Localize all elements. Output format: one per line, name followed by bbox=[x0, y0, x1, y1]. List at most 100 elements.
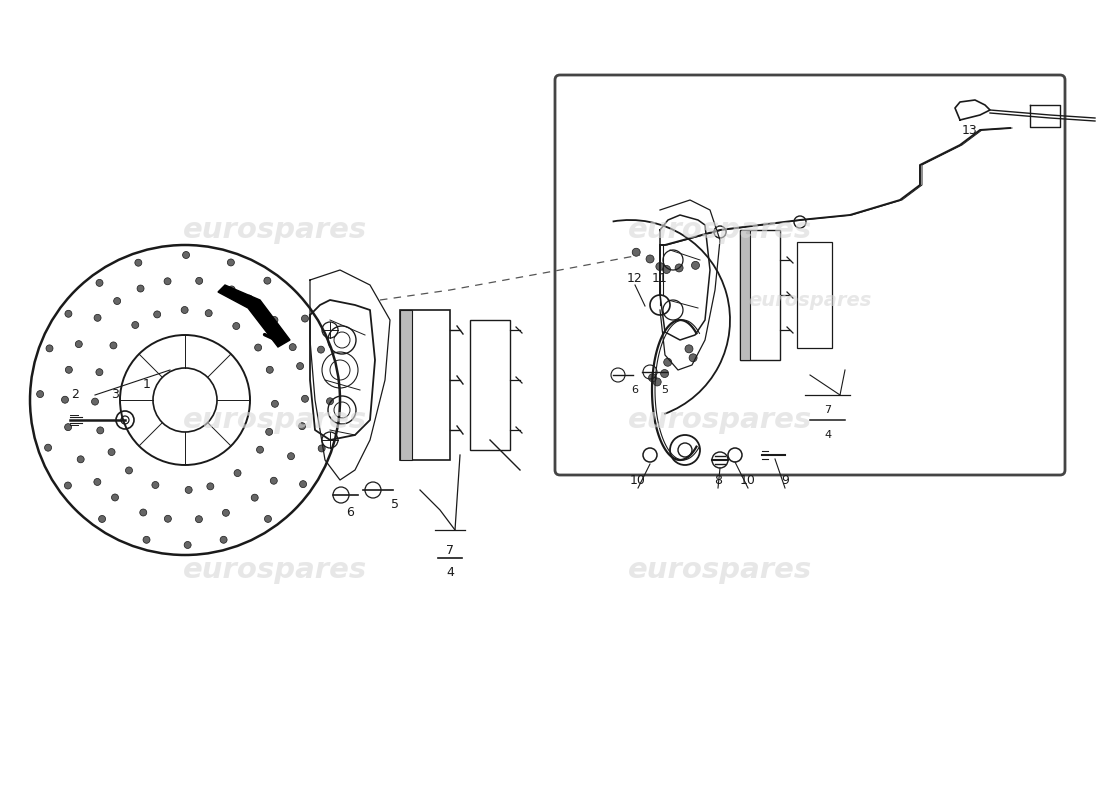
Circle shape bbox=[689, 354, 697, 362]
Circle shape bbox=[36, 390, 44, 398]
Text: eurospares: eurospares bbox=[183, 216, 367, 244]
Circle shape bbox=[264, 515, 272, 522]
Circle shape bbox=[327, 398, 333, 405]
Circle shape bbox=[266, 366, 273, 374]
Circle shape bbox=[663, 358, 672, 366]
Circle shape bbox=[228, 259, 234, 266]
Text: 5: 5 bbox=[661, 385, 669, 395]
Circle shape bbox=[297, 362, 304, 370]
Text: 11: 11 bbox=[652, 271, 668, 285]
Circle shape bbox=[135, 259, 142, 266]
Circle shape bbox=[132, 322, 139, 329]
Circle shape bbox=[661, 370, 669, 378]
FancyBboxPatch shape bbox=[740, 230, 750, 360]
Circle shape bbox=[271, 317, 278, 323]
Circle shape bbox=[662, 266, 671, 274]
Circle shape bbox=[264, 277, 271, 284]
Text: 10: 10 bbox=[630, 474, 646, 486]
Circle shape bbox=[245, 295, 253, 302]
Circle shape bbox=[251, 494, 258, 501]
Text: 7: 7 bbox=[446, 543, 454, 557]
Circle shape bbox=[182, 306, 188, 314]
Circle shape bbox=[233, 322, 240, 330]
Text: 6: 6 bbox=[346, 506, 354, 518]
Circle shape bbox=[143, 536, 150, 543]
Circle shape bbox=[138, 285, 144, 292]
Text: 2: 2 bbox=[72, 389, 79, 402]
Text: eurospares: eurospares bbox=[628, 216, 812, 244]
Circle shape bbox=[108, 449, 115, 455]
Circle shape bbox=[206, 310, 212, 317]
Text: 1: 1 bbox=[143, 378, 151, 391]
Text: eurospares: eurospares bbox=[748, 290, 871, 310]
Circle shape bbox=[653, 378, 661, 386]
Circle shape bbox=[94, 478, 101, 486]
Circle shape bbox=[196, 278, 202, 284]
Circle shape bbox=[152, 482, 158, 489]
Circle shape bbox=[287, 453, 295, 460]
Circle shape bbox=[140, 509, 146, 516]
Polygon shape bbox=[218, 285, 290, 347]
Circle shape bbox=[97, 427, 103, 434]
Circle shape bbox=[649, 374, 657, 382]
Circle shape bbox=[318, 346, 324, 353]
Text: eurospares: eurospares bbox=[183, 556, 367, 584]
Circle shape bbox=[99, 515, 106, 522]
Text: 9: 9 bbox=[781, 474, 789, 486]
Circle shape bbox=[46, 345, 53, 352]
Circle shape bbox=[183, 251, 189, 258]
Circle shape bbox=[110, 342, 117, 349]
Circle shape bbox=[91, 398, 99, 405]
Circle shape bbox=[318, 445, 326, 452]
Text: eurospares: eurospares bbox=[628, 556, 812, 584]
Circle shape bbox=[656, 262, 664, 270]
Circle shape bbox=[254, 344, 262, 351]
Text: 6: 6 bbox=[631, 385, 638, 395]
Circle shape bbox=[220, 536, 227, 543]
Circle shape bbox=[96, 369, 103, 376]
Circle shape bbox=[75, 341, 82, 348]
Circle shape bbox=[125, 467, 132, 474]
Circle shape bbox=[289, 344, 296, 350]
Circle shape bbox=[185, 486, 192, 494]
Circle shape bbox=[271, 478, 277, 484]
Circle shape bbox=[95, 314, 101, 322]
Circle shape bbox=[113, 298, 121, 305]
Circle shape bbox=[45, 444, 52, 451]
Circle shape bbox=[111, 494, 119, 501]
Circle shape bbox=[646, 255, 654, 263]
FancyBboxPatch shape bbox=[400, 310, 412, 460]
Circle shape bbox=[164, 515, 172, 522]
Text: eurospares: eurospares bbox=[628, 406, 812, 434]
Circle shape bbox=[299, 481, 307, 488]
Circle shape bbox=[154, 311, 161, 318]
Circle shape bbox=[675, 264, 683, 272]
Circle shape bbox=[692, 262, 700, 270]
Text: 5: 5 bbox=[390, 498, 399, 511]
Text: 12: 12 bbox=[627, 271, 642, 285]
Circle shape bbox=[65, 482, 72, 489]
Circle shape bbox=[301, 315, 308, 322]
Circle shape bbox=[632, 248, 640, 256]
Text: 3: 3 bbox=[111, 389, 119, 402]
Circle shape bbox=[96, 279, 103, 286]
Circle shape bbox=[164, 278, 172, 285]
Circle shape bbox=[228, 286, 235, 293]
Text: eurospares: eurospares bbox=[183, 406, 367, 434]
Text: 4: 4 bbox=[447, 566, 454, 578]
Circle shape bbox=[256, 446, 264, 454]
Text: 13: 13 bbox=[962, 123, 978, 137]
Circle shape bbox=[62, 396, 68, 403]
Circle shape bbox=[196, 516, 202, 522]
Circle shape bbox=[65, 310, 72, 318]
Circle shape bbox=[234, 470, 241, 477]
Circle shape bbox=[65, 424, 72, 430]
Circle shape bbox=[301, 395, 308, 402]
Circle shape bbox=[77, 456, 85, 463]
Text: 8: 8 bbox=[714, 474, 722, 486]
Circle shape bbox=[207, 483, 213, 490]
Text: 10: 10 bbox=[740, 474, 756, 486]
Circle shape bbox=[65, 366, 73, 374]
Circle shape bbox=[184, 542, 191, 549]
Text: 7: 7 bbox=[824, 405, 832, 415]
